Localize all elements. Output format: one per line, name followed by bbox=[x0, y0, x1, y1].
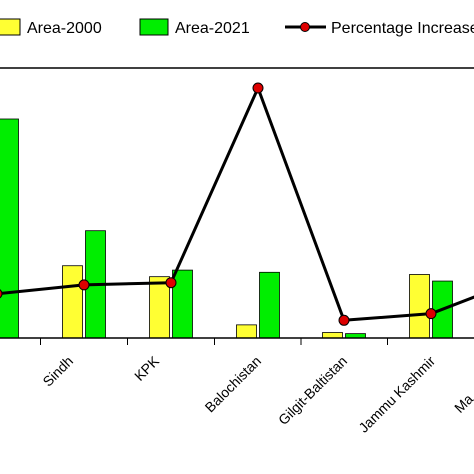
percentage-point bbox=[165, 277, 177, 289]
percentage-point bbox=[0, 289, 3, 299]
bar-area-2000 bbox=[322, 332, 343, 339]
legend-label-percentage: Percentage Increase bbox=[331, 20, 474, 37]
legend-marker-percentage bbox=[300, 22, 310, 32]
x-axis bbox=[0, 67, 474, 345]
bar-area-2000 bbox=[409, 274, 430, 339]
bar-area-2000 bbox=[236, 324, 257, 339]
bar-area-2000 bbox=[149, 276, 170, 339]
bar-area-2021 bbox=[0, 118, 19, 339]
percentage-line bbox=[0, 82, 474, 326]
percentage-point bbox=[338, 314, 350, 326]
legend-swatch-area-2021 bbox=[139, 18, 169, 36]
x-tick-label: Sindh bbox=[39, 353, 76, 390]
x-tick-labels: Sindh KPK Balochistan Gilgit-Baltistan Jammu… bbox=[39, 352, 474, 435]
percentage-line-path bbox=[0, 86, 474, 322]
x-tick-label: Jammu Kashmir bbox=[355, 353, 438, 436]
bar-area-2021 bbox=[259, 271, 280, 339]
bars bbox=[0, 118, 453, 339]
percentage-point bbox=[252, 82, 264, 94]
percentage-point bbox=[78, 279, 90, 291]
legend-label-area-2021: Area-2021 bbox=[175, 20, 250, 37]
x-tick-label: KPK bbox=[131, 352, 163, 384]
legend-swatch-area-2000 bbox=[0, 18, 21, 36]
legend-label-area-2000: Area-2000 bbox=[27, 20, 102, 37]
bar-area-2000 bbox=[62, 265, 83, 339]
x-tick-label: Gilgit-Baltistan bbox=[275, 353, 350, 428]
legend: Area-2000 Area-2021 Percentage Increase bbox=[0, 18, 474, 37]
x-tick-label: Ma bbox=[451, 391, 474, 416]
percentage-point bbox=[425, 308, 437, 320]
x-tick-label: Balochistan bbox=[202, 353, 265, 416]
